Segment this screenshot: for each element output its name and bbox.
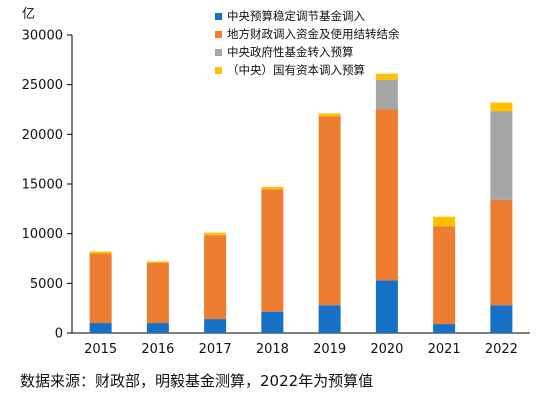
x-tick-label: 2022 (485, 342, 518, 357)
bar-segment-series-1 (146, 323, 169, 333)
legend-swatch (215, 13, 222, 20)
bar-segment-series-2 (204, 235, 227, 320)
y-tick-label: 15000 (22, 178, 63, 193)
bar-segment-series-3 (375, 79, 398, 110)
x-tick-label: 2015 (84, 342, 117, 357)
bar-segment-series-2 (433, 226, 456, 325)
bar-segment-series-3 (490, 111, 513, 200)
y-axis: 0 5000 10000 15000 20000 25000 30000 (22, 29, 73, 342)
bar-segment-series-4 (89, 251, 112, 254)
bar-segment-series-4 (146, 261, 169, 263)
bar-segment-series-4 (318, 113, 341, 117)
bar-segment-series-4 (433, 216, 456, 227)
y-tick-label: 5000 (30, 277, 63, 292)
legend-swatch (215, 67, 222, 74)
x-tick-label: 2017 (199, 342, 232, 357)
y-tick-label: 20000 (22, 128, 63, 143)
bar-segment-series-2 (375, 109, 398, 281)
bar-segment-series-1 (433, 324, 456, 333)
bar-segment-series-1 (89, 323, 112, 333)
source-note: 数据来源：财政部，明毅基金测算，2022年为预算值 (20, 372, 374, 390)
legend-label: 中央预算稳定调节基金调入 (227, 9, 365, 23)
x-tick-label: 2020 (370, 342, 403, 357)
bar-segment-series-2 (146, 262, 169, 324)
legend-label: 中央政府性基金转入预算 (227, 45, 354, 59)
x-axis: 2015 2016 2017 2018 2019 2020 2021 2022 (72, 332, 530, 357)
bar-segment-series-4 (261, 186, 284, 190)
x-tick-label: 2021 (428, 342, 461, 357)
bar-segment-series-2 (261, 189, 284, 312)
bar-segment-series-1 (490, 305, 513, 333)
bar-segment-series-2 (89, 253, 112, 324)
bar-segment-series-4 (490, 102, 513, 112)
y-axis-unit-label: 亿 (22, 7, 35, 22)
bar-segment-series-1 (318, 305, 341, 333)
legend-label: 地方财政调入资金及使用结转结余 (227, 27, 400, 41)
y-tick-label: 30000 (22, 29, 63, 44)
x-tick-label: 2016 (141, 342, 174, 357)
bar-segment-series-4 (375, 73, 398, 80)
legend-label: （中央）国有资本调入预算 (227, 63, 365, 77)
x-tick-label: 2019 (313, 342, 346, 357)
y-tick-label: 25000 (22, 78, 63, 93)
bar-segment-series-1 (261, 311, 284, 333)
bar-segment-series-4 (204, 232, 227, 236)
x-tick-label: 2018 (256, 342, 289, 357)
bar-segment-series-1 (375, 280, 398, 333)
bar-series-group (89, 73, 513, 333)
bar-segment-series-1 (204, 319, 227, 333)
legend-swatch (215, 31, 222, 38)
y-tick-label: 10000 (22, 227, 63, 242)
bar-segment-series-2 (490, 199, 513, 306)
y-tick-label: 0 (55, 327, 63, 342)
bar-segment-series-2 (318, 116, 341, 306)
legend-swatch (215, 49, 222, 56)
